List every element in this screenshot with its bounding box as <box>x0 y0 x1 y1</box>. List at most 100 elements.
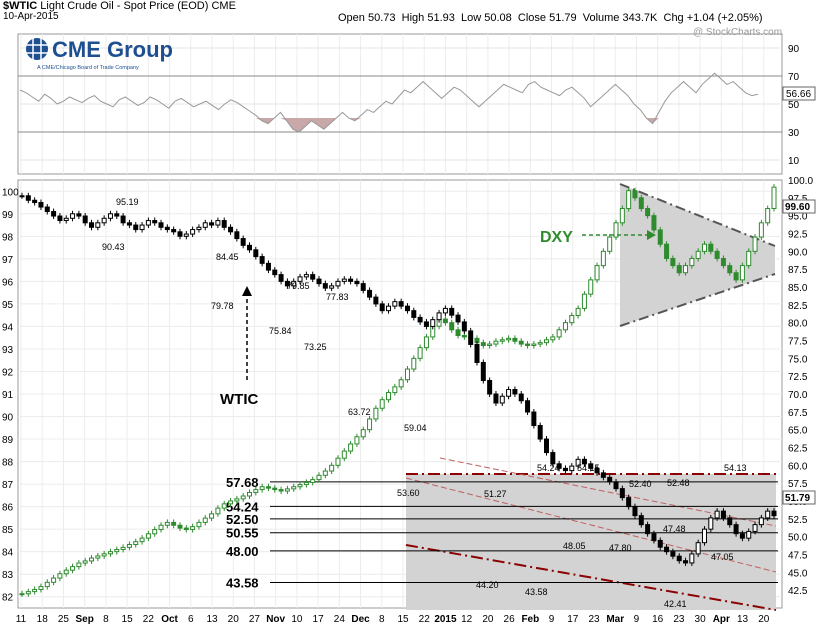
price-annotation: 59.04 <box>404 423 427 433</box>
dxy-candle <box>411 357 417 370</box>
wtic-candle <box>525 400 531 413</box>
dxy-candle <box>335 457 341 466</box>
dxy-candle <box>619 208 625 224</box>
chg-value: +1.04 (+2.05%) <box>686 12 763 24</box>
dxy-last-value: 51.79 <box>785 493 810 504</box>
wtic-candle <box>449 307 455 316</box>
dxy-candle <box>651 215 657 231</box>
wtic-candle <box>581 458 587 465</box>
x-tick-label: 13 <box>737 614 749 625</box>
dxy-candle <box>664 243 670 259</box>
x-tick-label: 30 <box>695 614 707 625</box>
dxy-candle <box>537 342 543 345</box>
x-tick-label: 27 <box>249 614 261 625</box>
level-label: 50.55 <box>226 526 259 541</box>
x-tick-label: 10 <box>291 614 303 625</box>
price-annotation: 52.40 <box>629 479 652 489</box>
wtic-candle <box>455 314 461 323</box>
dxy-candle <box>253 489 259 493</box>
open-label: Open <box>338 12 365 24</box>
dxy-candle <box>322 470 328 476</box>
dxy-tick-label: 47.5 <box>788 551 808 562</box>
wtic-candle <box>544 438 550 454</box>
wtic-candle <box>246 244 252 251</box>
wtic-series <box>19 192 777 566</box>
wtic-candle <box>537 425 543 440</box>
wtic-candle <box>436 312 442 321</box>
dxy-last-box <box>782 490 816 505</box>
dxy-candle <box>25 591 31 595</box>
x-tick-label: 24 <box>334 614 346 625</box>
wtic-candle <box>57 215 63 222</box>
symbol: $WTIC <box>3 0 38 12</box>
dxy-candle <box>215 507 221 515</box>
wtic-candle <box>89 222 95 228</box>
wtic-candle <box>335 280 341 287</box>
wtic-candle <box>379 303 385 312</box>
dxy-candle <box>701 243 707 252</box>
dxy-candle <box>126 544 132 548</box>
dxy-candle <box>209 513 215 519</box>
wtic-last-box <box>782 199 816 214</box>
dxy-candle <box>89 557 95 562</box>
dxy-candle <box>386 392 392 401</box>
wtic-tick-label: 84 <box>2 548 14 559</box>
wtic-candle <box>607 476 613 483</box>
price-annotation: 79.85 <box>287 281 310 291</box>
wtic-candle <box>701 528 707 544</box>
dxy-candle <box>506 337 512 341</box>
wtic-candle <box>133 224 139 231</box>
exchange: CME <box>211 0 236 12</box>
wtic-tick-label: 98 <box>2 232 14 243</box>
wtic-candle <box>632 506 638 517</box>
wtic-candle <box>651 533 657 541</box>
dxy-candle <box>107 551 113 555</box>
dxy-candle <box>354 436 360 445</box>
dxy-tick-label: 95.0 <box>788 212 808 223</box>
price-annotation: 47.05 <box>711 552 734 562</box>
channel-bottom-line <box>405 544 777 611</box>
wtic-candle <box>44 206 50 213</box>
symbol-name: Light Crude Oil - Spot Price (EOD) <box>40 0 209 12</box>
dxy-candle <box>461 335 467 338</box>
level-label: 52.50 <box>226 512 259 527</box>
x-tick-label: 17 <box>567 614 579 625</box>
wtic-candle <box>411 310 417 318</box>
wtic-candle <box>512 388 518 395</box>
dxy-candle <box>714 250 720 259</box>
rsi-last-box <box>782 86 816 101</box>
dxy-candle <box>272 487 278 491</box>
dxy-candle <box>708 243 714 252</box>
dxy-candle <box>632 190 638 199</box>
dxy-candle <box>594 265 600 281</box>
dxy-candle <box>221 503 227 509</box>
dxy-tick-label: 97.5 <box>788 194 808 205</box>
dxy-candle <box>360 429 366 438</box>
price-annotation: 54.13 <box>724 463 747 473</box>
price-annotation: 54.24 <box>537 463 560 473</box>
dxy-tick-label: 87.5 <box>788 265 808 276</box>
dxy-candle <box>51 577 57 583</box>
dxy-candle <box>771 186 777 210</box>
wtic-tick-label: 91 <box>2 390 14 401</box>
x-tick-label: 6 <box>188 614 194 625</box>
x-tick-label: 23 <box>588 614 600 625</box>
price-annotation: 48.05 <box>563 541 586 551</box>
price-annotation: 75.84 <box>269 326 292 336</box>
wtic-candle <box>733 524 739 535</box>
dxy-candle <box>556 329 562 338</box>
dxy-candle <box>316 474 322 481</box>
x-tick-label: Apr <box>713 614 730 625</box>
dxy-candle <box>518 340 524 345</box>
chart-date: 10-Apr-2015 <box>3 11 59 22</box>
dxy-candle <box>259 486 265 491</box>
dxy-candle <box>101 553 107 557</box>
wtic-candle <box>70 213 76 219</box>
dxy-candle <box>32 588 38 593</box>
price-annotation: 54.15 <box>577 463 600 473</box>
dxy-tick-label: 82.5 <box>788 301 808 312</box>
low-label: Low <box>460 12 482 24</box>
dxy-candle <box>70 566 76 571</box>
wtic-candle <box>367 289 373 298</box>
